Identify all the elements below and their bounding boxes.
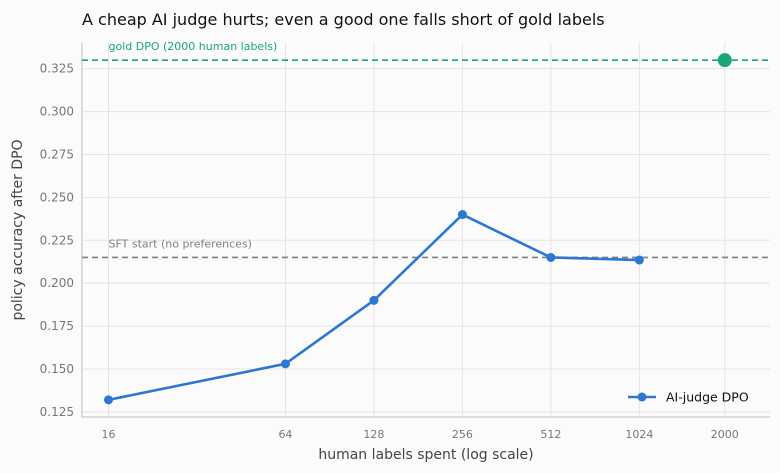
y-tick-label: 0.150 bbox=[40, 362, 74, 376]
x-tick-label: 512 bbox=[540, 428, 561, 441]
data-point bbox=[546, 252, 556, 262]
x-tick-label: 256 bbox=[452, 428, 473, 441]
y-tick-label: 0.325 bbox=[40, 62, 74, 76]
gold-point bbox=[717, 53, 732, 68]
x-tick-label: 64 bbox=[278, 428, 292, 441]
plot-area: 0.125 0.150 0.175 0.200 0.225 0.250 0.275 0.300… bbox=[40, 40, 770, 441]
data-point bbox=[104, 395, 114, 405]
y-axis-label: policy accuracy after DPO bbox=[10, 139, 26, 320]
x-axis-label: human labels spent (log scale) bbox=[318, 447, 533, 463]
y-tick-label: 0.175 bbox=[40, 319, 74, 333]
data-point bbox=[457, 210, 467, 220]
chart-title: A cheap AI judge hurts; even a good one … bbox=[82, 10, 605, 29]
legend: AI-judge DPO bbox=[628, 390, 749, 405]
y-tick-label: 0.275 bbox=[40, 148, 74, 162]
y-tick-label: 0.225 bbox=[40, 233, 74, 247]
y-tick-label: 0.125 bbox=[40, 405, 74, 419]
x-tick-label: 2000 bbox=[711, 428, 739, 441]
x-tick-label: 128 bbox=[363, 428, 384, 441]
x-tick-label: 16 bbox=[102, 428, 116, 441]
data-point bbox=[280, 359, 290, 369]
sft-reference-label: SFT start (no preferences) bbox=[109, 237, 252, 250]
data-point bbox=[369, 295, 379, 305]
y-tick-label: 0.200 bbox=[40, 276, 74, 290]
x-tick-label: 1024 bbox=[625, 428, 653, 441]
data-point bbox=[634, 255, 644, 265]
y-tick-label: 0.250 bbox=[40, 190, 74, 204]
gold-reference-label: gold DPO (2000 human labels) bbox=[109, 40, 278, 53]
y-tick-label: 0.300 bbox=[40, 105, 74, 119]
legend-label: AI-judge DPO bbox=[666, 390, 749, 405]
legend-marker bbox=[637, 392, 647, 402]
series-line bbox=[108, 213, 640, 402]
